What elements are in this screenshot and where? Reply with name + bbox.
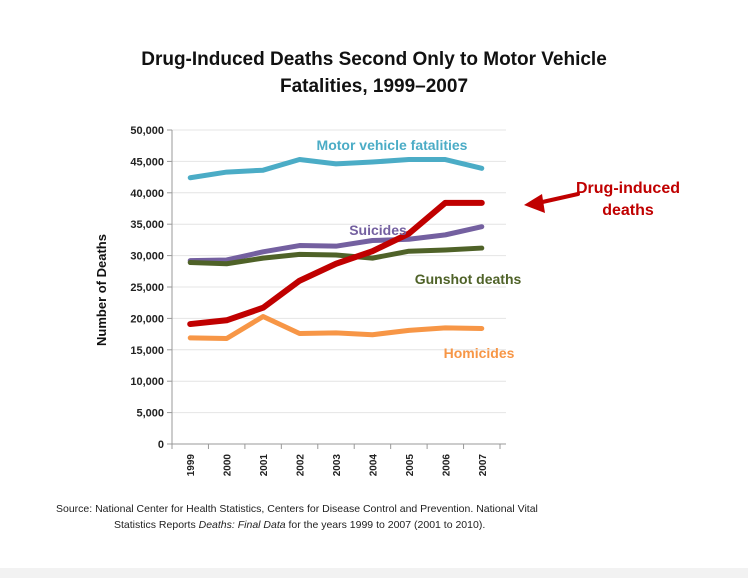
- gridlines: [172, 129, 506, 414]
- bottom-band: [0, 568, 748, 578]
- y-tick-label: 10,000: [130, 376, 164, 388]
- arrow-head-icon: [524, 194, 545, 213]
- y-tick-label: 40,000: [130, 188, 164, 200]
- chart-title-line1: Drug-Induced Deaths Second Only to Motor…: [141, 49, 607, 70]
- y-tick-label: 5,000: [136, 408, 164, 420]
- y-tick-label: 0: [158, 439, 164, 451]
- source-line2-text: Statistics Reports: [114, 519, 199, 531]
- annotation-arrow: [524, 192, 580, 213]
- series-line-motor-vehicle-fatalities: [187, 157, 485, 181]
- x-tick-label: 2003: [332, 454, 343, 477]
- label-motor-vehicle: Motor vehicle fatalities: [317, 137, 468, 153]
- x-tick-label: 2001: [259, 454, 270, 477]
- x-tick-label: 2005: [405, 454, 416, 477]
- x-tick-label: 1999: [186, 454, 197, 477]
- y-tick-labels: 0 5,000 10,000 15,000 20,000 25,000 30,000 35,0…: [130, 125, 164, 451]
- source-line2-italic: Deaths: Final Data: [198, 519, 286, 531]
- y-tick-label: 20,000: [130, 313, 164, 325]
- y-tick-label: 35,000: [130, 219, 164, 231]
- chart-title: Drug-Induced Deaths Second Only to Motor…: [0, 46, 748, 100]
- y-axis-label: Number of Deaths: [94, 234, 109, 346]
- series-lines: [187, 157, 485, 341]
- y-tick-label: 30,000: [130, 251, 164, 263]
- chart-title-line2: Fatalities, 1999–2007: [279, 76, 469, 97]
- x-tick-labels: 1999 2000 2001 2002 2003 2004 2005 2006 2007: [186, 454, 489, 477]
- series-line-suicides: [187, 224, 485, 264]
- series-line-drug-induced-deaths: [187, 199, 485, 328]
- y-tick-label: 15,000: [130, 345, 164, 357]
- series-line-homicides: [187, 314, 485, 341]
- y-tick-label: 50,000: [130, 125, 164, 137]
- source-line2-tail: for the years 1999 to 2007 (2001 to 2010…: [285, 519, 486, 531]
- source-note: Source: National Center for Health Stati…: [56, 501, 696, 533]
- x-tick-label: 2007: [478, 454, 489, 477]
- label-homicides: Homicides: [444, 345, 515, 361]
- label-drug-induced-line2: deaths: [602, 202, 654, 219]
- y-tick-label: 45,000: [130, 156, 164, 168]
- axes: [167, 129, 506, 449]
- source-line1: Source: National Center for Health Stati…: [56, 503, 538, 515]
- label-drug-induced-line1: Drug-induced: [576, 180, 680, 197]
- y-tick-label: 25,000: [130, 282, 164, 294]
- x-tick-label: 2004: [368, 454, 379, 477]
- label-suicides: Suicides: [349, 222, 407, 238]
- x-tick-label: 2006: [441, 454, 452, 477]
- source-line2: Statistics Reports Deaths: Final Data fo…: [56, 517, 696, 533]
- label-gunshot: Gunshot deaths: [415, 271, 522, 287]
- x-tick-label: 2002: [296, 454, 307, 477]
- series-line-gunshot-deaths: [187, 245, 485, 267]
- x-tick-label: 2000: [223, 454, 234, 477]
